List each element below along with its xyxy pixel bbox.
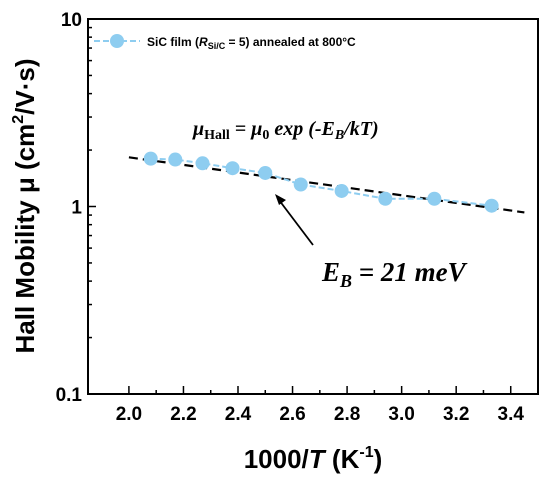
x-tick-label: 2.0 (116, 404, 142, 425)
equation-annotation: μHall = μ0 exp (-EB/kT) (192, 118, 379, 143)
y-tick-label: 0.1 (56, 385, 83, 406)
fit-line (128, 156, 525, 214)
data-point (484, 198, 499, 213)
data-series-line (150, 157, 492, 207)
data-point (225, 161, 240, 176)
legend: SiC film (RSi/C = 5) annealed at 800°C (94, 34, 356, 51)
x-tick-label: 3.4 (498, 404, 525, 425)
data-point (427, 191, 442, 206)
x-axis-title: 1000/T (K-1) (244, 444, 383, 474)
plot-frame (87, 18, 539, 395)
data-point (293, 177, 308, 192)
data-series (143, 151, 499, 213)
legend-label: SiC film (RSi/C = 5) annealed at 800°C (147, 35, 356, 51)
x-tick-label: 2.6 (279, 404, 305, 425)
data-point (334, 183, 349, 198)
data-point (378, 191, 393, 206)
axis-ticks (88, 18, 512, 395)
eb-arrow-line (278, 199, 314, 246)
eb-arrow-head (275, 194, 286, 205)
legend-marker (110, 34, 124, 48)
x-tick-label: 2.4 (225, 404, 252, 425)
data-point (195, 156, 210, 171)
y-tick-labels: 0.1 1 10 (56, 10, 83, 406)
x-tick-label: 2.8 (334, 404, 360, 425)
x-tick-label: 3.2 (443, 404, 469, 425)
x-tick-label: 3.0 (388, 404, 414, 425)
data-point (143, 151, 158, 166)
fit-line-path (128, 156, 525, 214)
y-tick-label: 10 (61, 10, 82, 31)
eb-annotation: EB = 21 meV (321, 257, 468, 291)
data-point (168, 152, 183, 167)
x-tick-label: 2.2 (170, 404, 196, 425)
y-tick-label: 1 (71, 198, 82, 219)
x-tick-labels: 2.0 2.2 2.4 2.6 2.8 3.0 3.2 3.4 (116, 404, 525, 425)
y-axis-title: Hall Mobility μ (cm2/V·s) (10, 59, 40, 354)
data-point (258, 165, 273, 180)
